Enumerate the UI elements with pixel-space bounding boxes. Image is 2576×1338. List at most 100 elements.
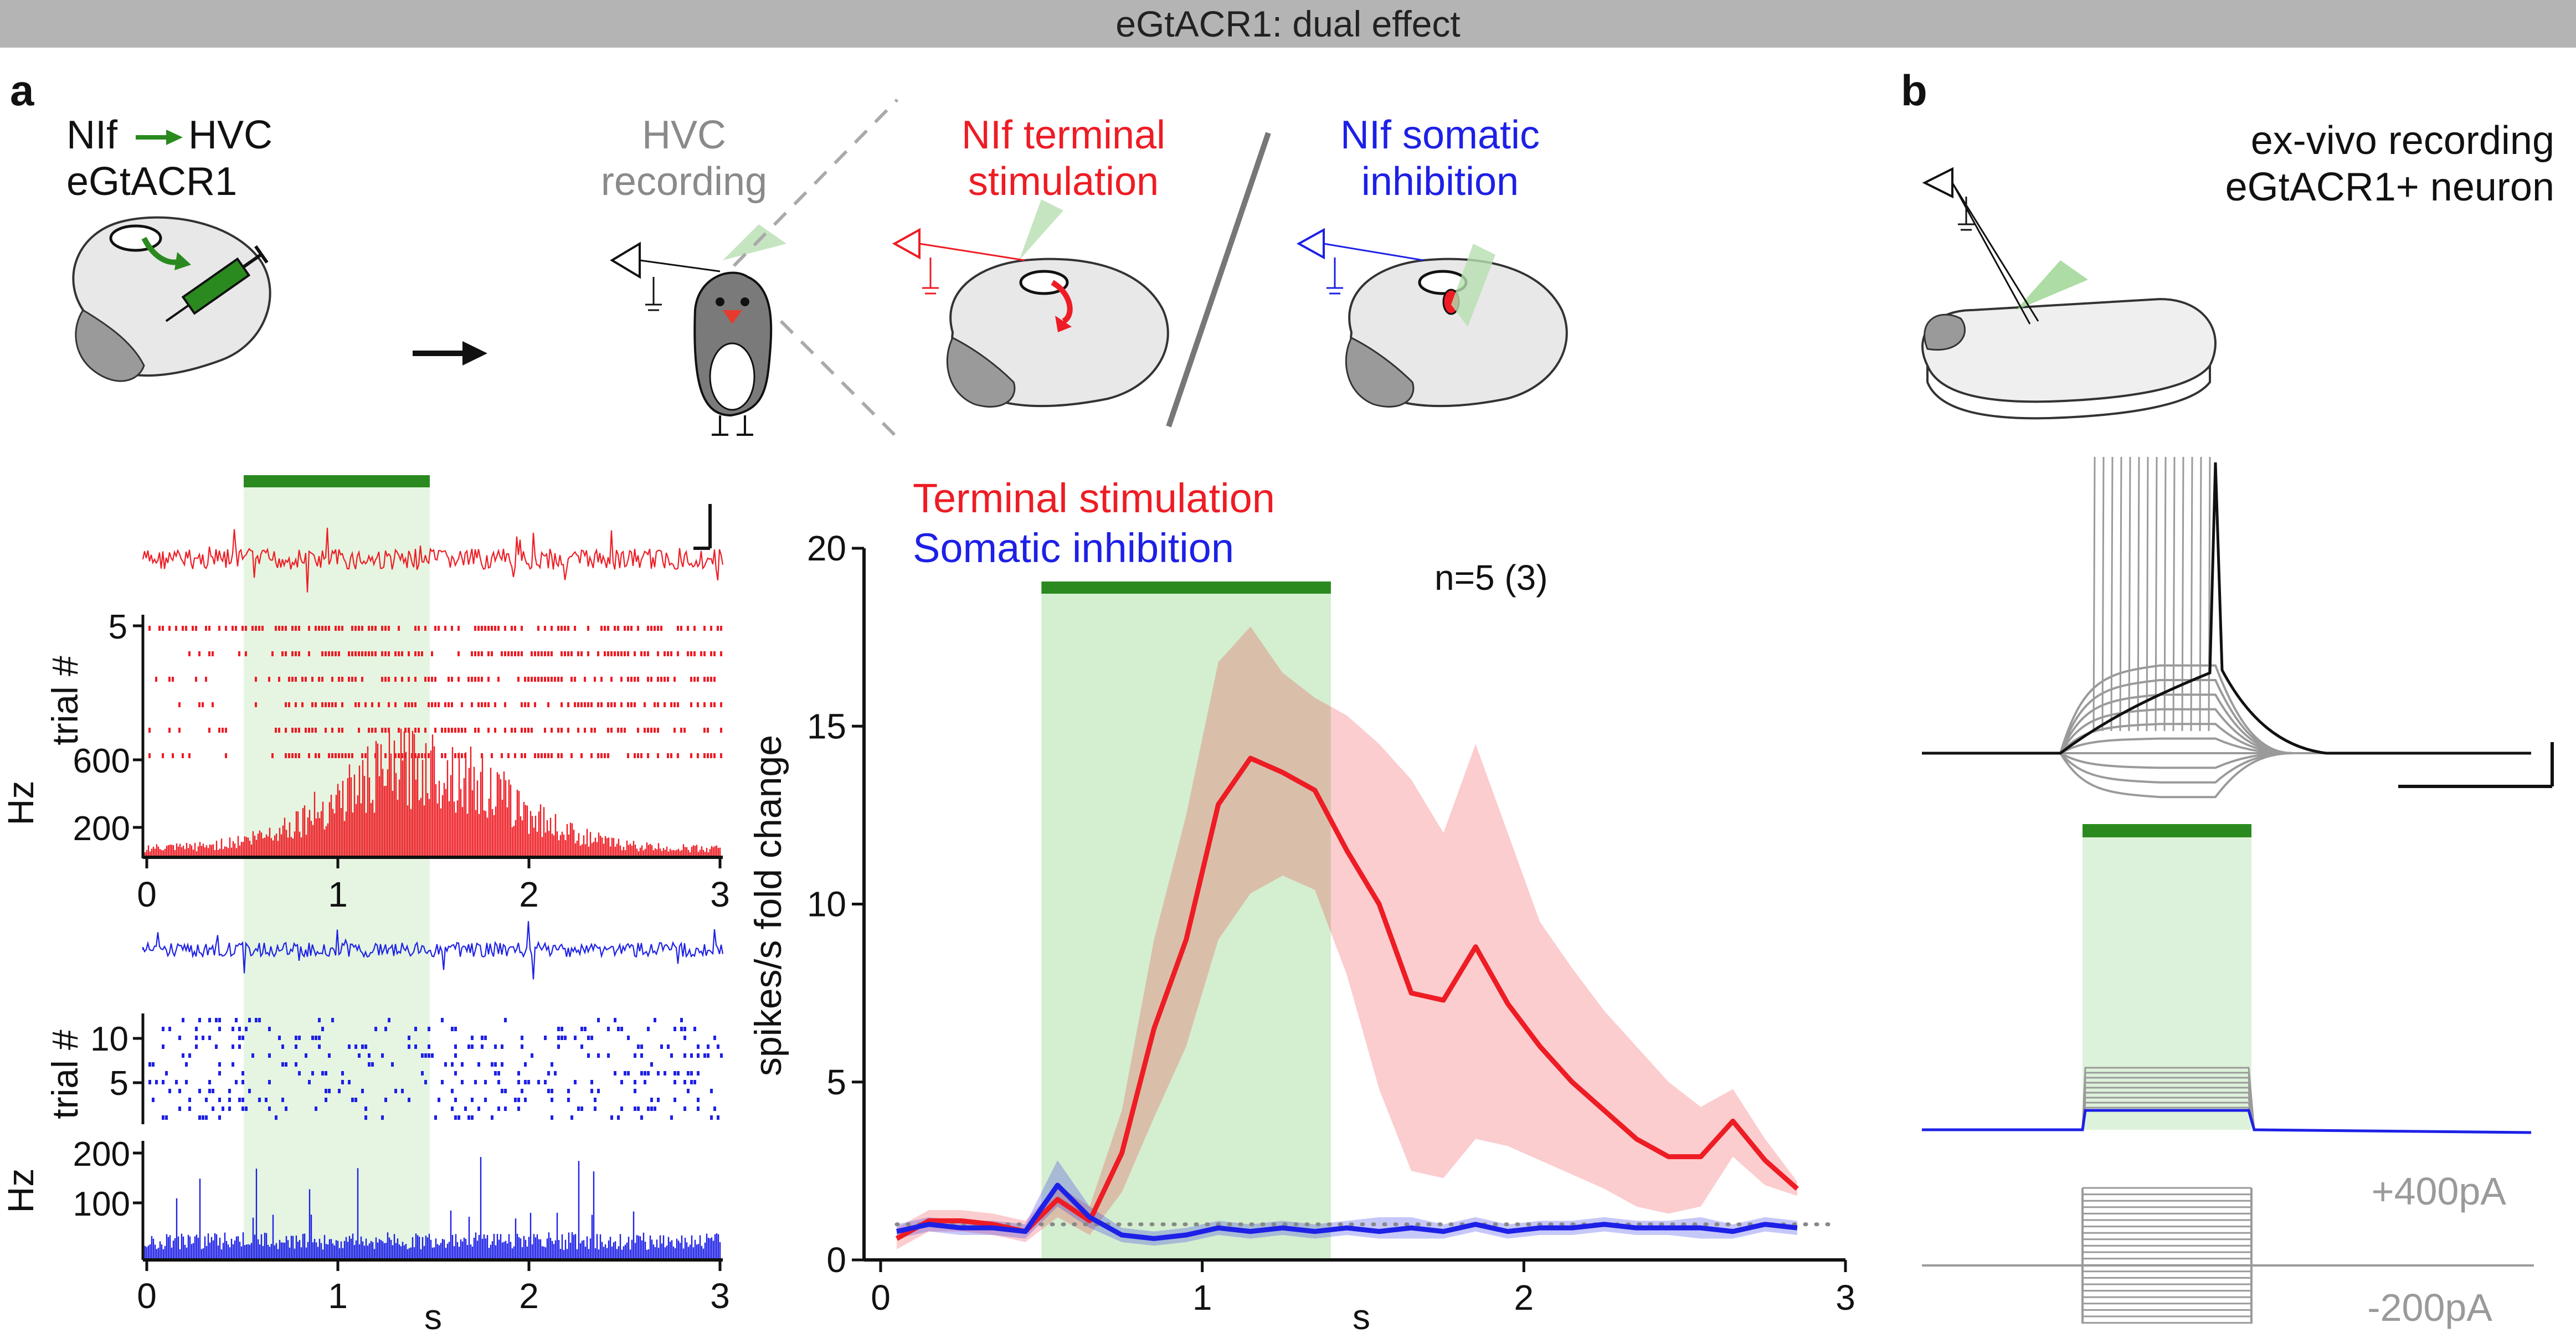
zebra-finch-icon [693, 271, 773, 436]
terminal-title-line2: stimulation [968, 159, 1159, 204]
sem-band-terminal [897, 626, 1797, 1249]
red-raster-ytick-label: 5 [109, 608, 127, 646]
somatic-psth-bars [144, 1157, 721, 1260]
step-low-label: -200pA [2367, 1286, 2492, 1329]
spike-trace [2137, 456, 2140, 732]
blue-xtick-1: 1 [328, 1276, 348, 1316]
subthreshold-trace [1922, 664, 2531, 754]
red-psth-ytick-600: 600 [73, 742, 130, 780]
subthreshold-trace [1922, 752, 2531, 799]
red-psth-xticks [145, 857, 722, 868]
spike-trace [2092, 456, 2096, 732]
somatic-title-line1: NIf somatic [1340, 113, 1540, 157]
recording-title-line1: HVC [642, 113, 726, 157]
somatic-spike-raster [148, 1018, 723, 1120]
somatic-voltage-trace [142, 921, 724, 980]
injection-arrow-icon [136, 130, 183, 145]
chart-stim-window [1041, 593, 1331, 1260]
brain-slice-icon [1921, 167, 2217, 420]
blue-raster-ylabel: trial # [44, 1030, 85, 1119]
panel-b-label: b [1901, 66, 1927, 115]
chart-xlabel: s [1353, 1297, 1370, 1337]
somatic-inhibition-brain-icon [1296, 228, 1568, 408]
step-high-label: +400pA [2372, 1170, 2507, 1213]
zoom-line-bottom [779, 320, 899, 439]
spike-trace [2119, 456, 2122, 732]
light-cone-icon [723, 224, 786, 260]
somatic-raster-marks [148, 1018, 723, 1120]
spike-trace [2199, 456, 2202, 732]
panel-b-stim-bar [2083, 824, 2251, 837]
zoom-line-top [732, 98, 899, 267]
panel-a-label: a [10, 66, 34, 115]
chart-axes: 0 1 2 3 0 5 10 15 20 [807, 528, 1855, 1318]
brain-injection-icon [72, 216, 271, 382]
subthreshold-trace [1922, 737, 2531, 754]
series-line-terminal [895, 755, 1799, 1241]
terminal-stimulation-brain-icon [892, 199, 1169, 408]
sequence-arrow-icon [413, 341, 487, 366]
subthreshold-trace [1922, 752, 2531, 784]
current-clamp-traces [1922, 456, 2531, 799]
figure-title-banner: eGtACR1: dual effect [0, 0, 2576, 48]
chart-xtick-label-3: 3 [1835, 1278, 1855, 1318]
somatic-trace-path [142, 921, 724, 980]
somatic-psth-histogram [144, 1157, 721, 1260]
legend-terminal: Terminal stimulation [913, 475, 1275, 521]
terminal-psth-histogram [144, 727, 721, 857]
spike-trace [2163, 456, 2167, 732]
panel-b-title-line2: eGtACR1+ neuron [2225, 165, 2554, 209]
blue-psth-ytick-200: 200 [73, 1135, 130, 1174]
blue-raster-ytick-10: 10 [90, 1020, 128, 1058]
electrode-icon [610, 241, 721, 311]
blue-psth-ytick-100: 100 [73, 1185, 130, 1223]
chart-ytick-label-10: 10 [807, 884, 846, 924]
current-step-traces [1922, 1067, 2532, 1134]
fold-change-chart: 0 1 2 3 0 5 10 15 20 [807, 528, 1855, 1318]
panel-b-stim-window [2083, 831, 2251, 1130]
spike-trace [2181, 456, 2184, 732]
chart-ytick-label-15: 15 [807, 706, 846, 746]
spike-trace [2172, 456, 2176, 732]
series-line-somatic [896, 1182, 1798, 1241]
raster-xlabel: s [424, 1297, 442, 1337]
raster-stim-bar [244, 475, 430, 487]
chart-ylabel: spikes/s fold change [747, 735, 789, 1076]
red-xtick-2: 2 [519, 874, 539, 914]
spike-trace [2190, 456, 2193, 732]
spike-trace [2155, 456, 2158, 732]
red-psth-ytick-200: 200 [73, 810, 130, 848]
terminal-spike-raster [148, 626, 722, 758]
recording-title-line2: recording [601, 159, 767, 204]
red-raster-ylabel: trial # [44, 656, 85, 745]
chart-ytick-label-0: 0 [826, 1240, 846, 1280]
subthreshold-trace [1922, 723, 2531, 754]
chart-xtick-label-2: 2 [1514, 1278, 1534, 1318]
red-xtick-0: 0 [137, 874, 157, 914]
red-psth-ylabel: Hz [0, 781, 41, 826]
terminal-raster-marks [148, 626, 722, 758]
blue-raster-ytick-5: 5 [110, 1064, 128, 1103]
blue-xtick-3: 3 [710, 1276, 730, 1316]
red-xtick-3: 3 [710, 874, 730, 914]
spike-trace [2101, 456, 2105, 732]
subthreshold-trace [1922, 708, 2531, 754]
blue-photocurrent-trace [1922, 1109, 2532, 1134]
injection-to-label: HVC [188, 113, 272, 157]
chart-ytick-label-5: 5 [826, 1062, 846, 1102]
terminal-trace-path [142, 527, 724, 593]
spike-trace [2208, 456, 2211, 732]
injection-from-label: NIf [66, 113, 118, 157]
spike-trace [2110, 456, 2114, 732]
panel-b-title-line1: ex-vivo recording [2251, 119, 2554, 163]
red-xtick-1: 1 [328, 874, 348, 914]
terminal-title-line1: NIf terminal [961, 113, 1165, 157]
terminal-psth-bars [144, 727, 721, 857]
chart-xtick-label-1: 1 [1192, 1278, 1212, 1318]
spike-trace [2146, 456, 2149, 732]
comparison-divider [1166, 132, 1271, 428]
blue-psth-xticks [145, 1260, 722, 1271]
terminal-voltage-trace [142, 527, 724, 593]
somatic-title-line2: inhibition [1361, 159, 1519, 204]
